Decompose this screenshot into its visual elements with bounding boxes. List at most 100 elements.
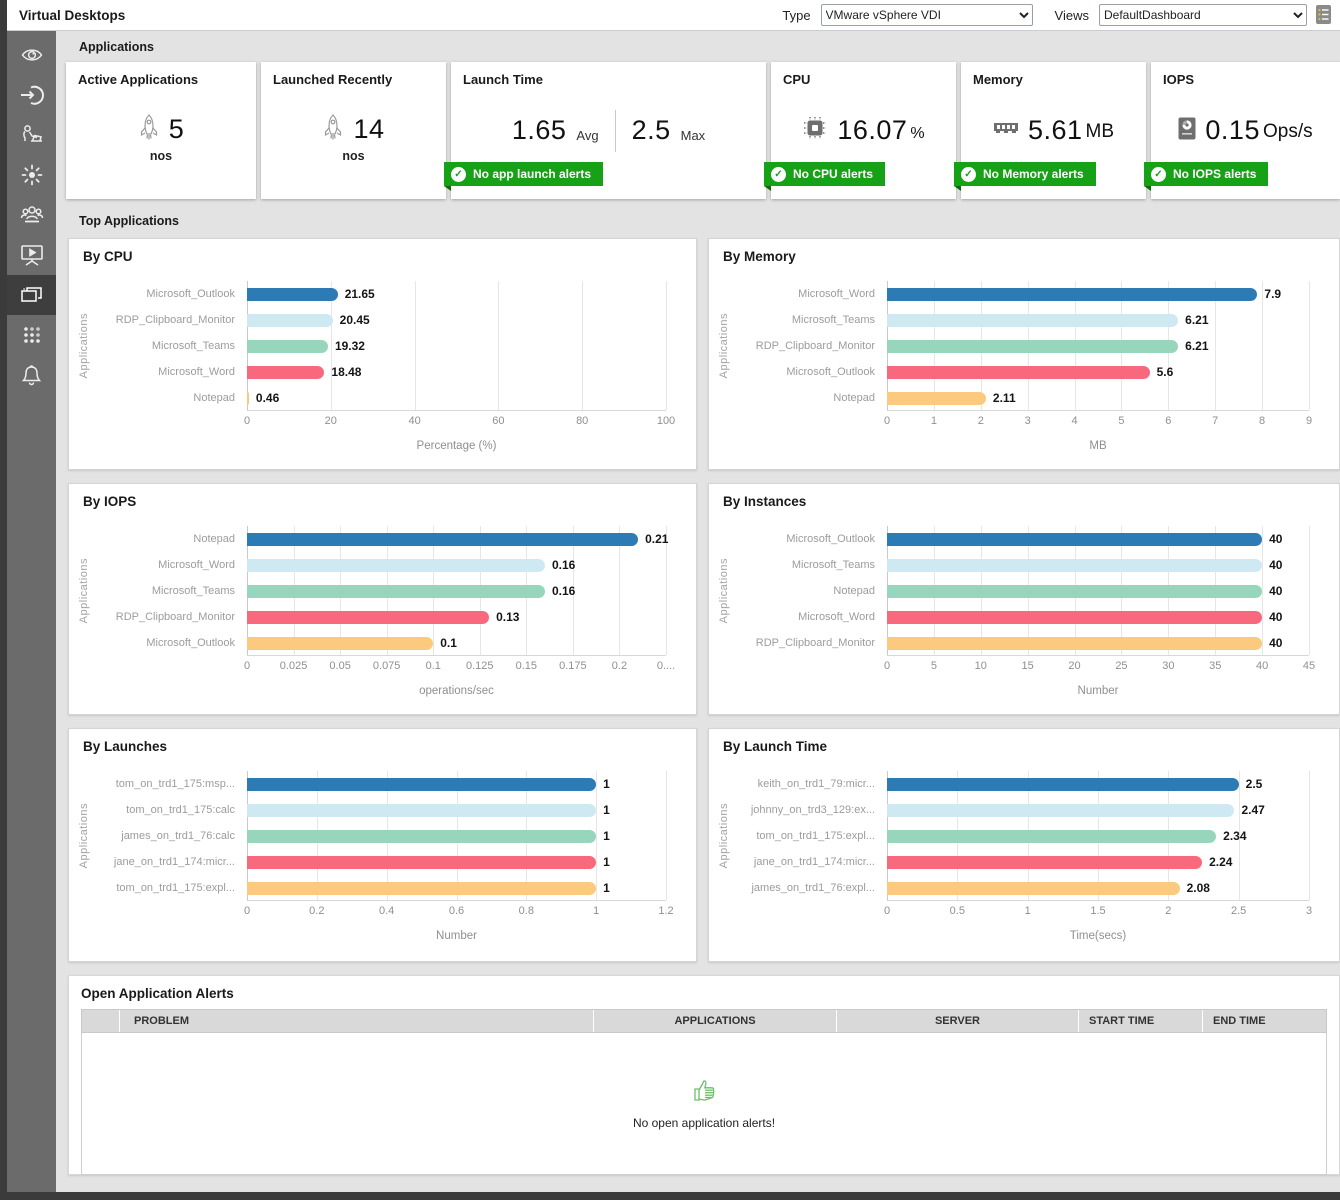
bar-row: 2.5 — [887, 771, 1309, 797]
bar[interactable] — [887, 829, 1217, 843]
chart-by-memory: By Memory Applications Microsoft_Word Micro… — [708, 238, 1340, 470]
category-label: RDP_Clipboard_Monitor — [115, 611, 235, 623]
x-axis-ticks: 0 0.2 0.4 0.6 0.8 1 1.2 — [244, 905, 674, 920]
bar[interactable] — [247, 855, 597, 869]
card-cpu[interactable]: CPU 16.07 % No CPU alerts — [764, 62, 956, 199]
category-labels: Microsoft_Outlook Microsoft_Teams Notepad M… — [739, 526, 887, 697]
gridline — [1309, 281, 1310, 410]
gridline — [498, 281, 500, 410]
bar[interactable] — [247, 636, 434, 650]
sidebar-item-login[interactable] — [7, 75, 56, 115]
sidebar-item-eye[interactable] — [7, 35, 56, 75]
plot-area: 21.65 20.45 19.32 18.48 0.46 — [247, 281, 667, 411]
x-tick-label: 20 — [324, 415, 337, 427]
y-axis-label: Applications — [718, 803, 730, 869]
card-memory[interactable]: Memory 5.61 MB No Memory alerts — [954, 62, 1146, 199]
sidebar-item-apps-grid[interactable] — [7, 315, 56, 355]
bar[interactable] — [887, 803, 1235, 817]
chart-title: By Memory — [723, 249, 796, 264]
category-label: keith_on_trd1_79:micr... — [757, 778, 875, 790]
bar-value-label: 0.16 — [551, 558, 576, 572]
card-launched-recently[interactable]: Launched Recently 14 nos — [261, 62, 446, 199]
x-tick-label: 4 — [1071, 415, 1078, 427]
bar[interactable] — [887, 777, 1239, 791]
bottom-edge-strip — [0, 1192, 1340, 1200]
bar[interactable] — [887, 881, 1180, 895]
bar-value-label: 18.48 — [331, 365, 362, 379]
bar[interactable] — [887, 287, 1258, 301]
bar[interactable] — [247, 313, 333, 327]
bar-row: 0.21 — [247, 526, 668, 552]
x-tick-label: 100 — [656, 415, 676, 427]
x-tick-label: 2.5 — [1231, 905, 1247, 917]
check-icon — [771, 166, 786, 182]
bar[interactable] — [887, 558, 1263, 572]
bar[interactable] — [887, 365, 1150, 379]
category-label: Microsoft_Outlook — [786, 533, 875, 545]
bar[interactable] — [887, 855, 1203, 869]
bar[interactable] — [247, 803, 597, 817]
sidebar-item-alerts[interactable] — [7, 355, 56, 395]
card-title: Launch Time — [463, 72, 543, 87]
card-launch-time[interactable]: Launch Time 1.65 Avg 2.5 Max No app laun… — [444, 62, 766, 199]
card-active-applications[interactable]: Active Applications 5 nos — [66, 62, 256, 199]
sidebar-item-applications[interactable] — [7, 275, 56, 315]
bar[interactable] — [247, 829, 597, 843]
section-title-applications: Applications — [79, 40, 155, 54]
bar[interactable] — [887, 610, 1263, 624]
bar[interactable] — [247, 532, 639, 546]
bar[interactable] — [247, 558, 545, 572]
bar[interactable] — [247, 339, 328, 353]
bar-value-label: 2.5 — [1245, 777, 1263, 791]
bar[interactable] — [247, 287, 338, 301]
sidebar-item-users[interactable] — [7, 195, 56, 235]
list-menu-icon[interactable] — [1315, 4, 1332, 26]
hard-disk-icon — [1178, 117, 1196, 145]
bar[interactable] — [247, 610, 490, 624]
y-axis-label: Applications — [718, 313, 730, 379]
bar-value-label: 2.47 — [1241, 803, 1265, 817]
category-labels: tom_on_trd1_175:msp... tom_on_trd1_175:ca… — [99, 771, 247, 942]
rocket-icon — [138, 113, 160, 146]
gridline — [572, 526, 574, 655]
card-iops[interactable]: IOPS 0.15 Ops/s No IOPS alerts — [1144, 62, 1340, 199]
gridline — [1238, 771, 1240, 900]
metric-cards-row: Active Applications 5 nos Launched Recen… — [66, 62, 1340, 199]
x-tick-label: 7 — [1212, 415, 1219, 427]
bar[interactable] — [887, 339, 1179, 353]
x-axis-ticks: 0 20 40 60 80 100 — [244, 415, 675, 430]
bar[interactable] — [247, 881, 597, 895]
x-axis-title: MB — [1089, 440, 1107, 452]
bar-value-label: 1 — [603, 777, 610, 791]
bar-value-label: 2.11 — [992, 391, 1016, 405]
sidebar-item-activity[interactable] — [7, 155, 56, 195]
bar[interactable] — [887, 636, 1263, 650]
x-axis-ticks: 0 5 10 15 20 25 30 35 40 45 — [884, 660, 1315, 675]
x-tick-label: 0.8 — [518, 905, 534, 917]
type-select[interactable]: VMware vSphere VDI — [820, 4, 1033, 26]
category-label: jane_on_trd1_174:micr... — [753, 856, 875, 868]
bar[interactable] — [247, 777, 597, 791]
page-title: Virtual Desktops — [19, 7, 126, 23]
bar[interactable] — [247, 584, 545, 598]
x-tick-label: 1 — [1024, 905, 1031, 917]
views-select[interactable]: DefaultDashboard — [1099, 4, 1307, 26]
bar[interactable] — [887, 584, 1263, 598]
x-axis-title: operations/sec — [419, 685, 494, 697]
bar[interactable] — [247, 391, 249, 405]
chart-title: By Launches — [83, 739, 168, 754]
bar[interactable] — [887, 391, 986, 405]
check-icon — [961, 166, 976, 182]
bar-value-label: 0.46 — [255, 391, 280, 405]
badge-label: No IOPS alerts — [1173, 167, 1257, 181]
bar[interactable] — [887, 313, 1179, 327]
category-label: johnny_on_trd3_129:ex... — [750, 804, 875, 816]
bar[interactable] — [887, 532, 1263, 546]
y-axis-label: Applications — [78, 313, 90, 379]
bar[interactable] — [247, 365, 325, 379]
sidebar-item-desktop-play[interactable] — [7, 235, 56, 275]
bar-value-label: 20.45 — [339, 313, 370, 327]
category-labels: Microsoft_Word Microsoft_Teams RDP_Clipboa… — [739, 281, 887, 452]
sidebar-item-user-session[interactable] — [7, 115, 56, 155]
bar-row: 5.6 — [887, 359, 1309, 385]
